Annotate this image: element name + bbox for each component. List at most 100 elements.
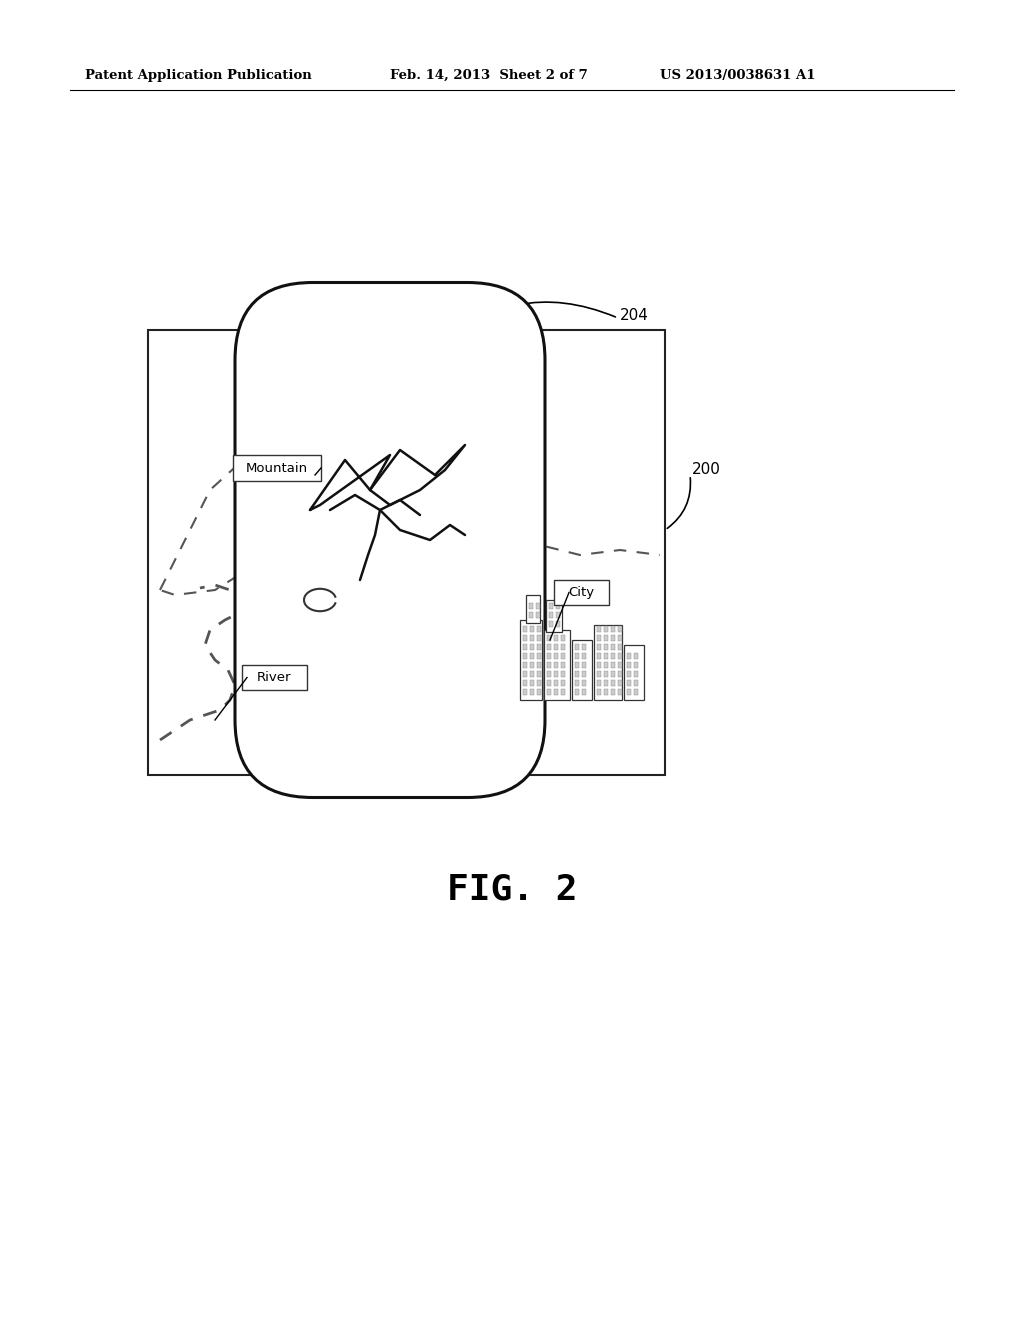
Bar	[549, 612, 553, 618]
Bar	[618, 663, 622, 668]
Bar	[523, 626, 527, 632]
Bar	[561, 653, 565, 659]
Bar	[597, 653, 601, 659]
Text: FIG. 2: FIG. 2	[446, 873, 578, 907]
Text: 204: 204	[620, 308, 649, 322]
Bar	[529, 612, 534, 618]
Bar	[611, 663, 615, 668]
Bar	[537, 653, 541, 659]
Bar	[530, 680, 534, 686]
Bar	[561, 689, 565, 696]
Bar	[611, 689, 615, 696]
Bar	[549, 603, 553, 609]
Bar	[544, 630, 570, 700]
Bar	[604, 671, 608, 677]
Bar	[634, 653, 638, 659]
Bar	[575, 644, 579, 649]
Bar	[556, 620, 560, 627]
Bar	[634, 663, 638, 668]
Bar	[597, 626, 601, 632]
Bar	[611, 635, 615, 642]
Bar	[618, 626, 622, 632]
Bar	[148, 330, 665, 775]
Bar	[547, 689, 551, 696]
Bar	[604, 689, 608, 696]
Bar	[554, 579, 609, 605]
FancyBboxPatch shape	[234, 282, 545, 797]
Bar	[537, 626, 541, 632]
Bar	[618, 653, 622, 659]
Bar	[556, 612, 560, 618]
Bar	[582, 689, 586, 696]
Bar	[604, 653, 608, 659]
Bar	[530, 626, 534, 632]
Bar	[536, 612, 540, 618]
Bar	[561, 663, 565, 668]
Text: 200: 200	[692, 462, 721, 478]
Bar	[547, 680, 551, 686]
Bar	[537, 644, 541, 649]
Bar	[597, 689, 601, 696]
Text: Patent Application Publication: Patent Application Publication	[85, 69, 311, 82]
Bar	[520, 620, 542, 700]
Bar	[611, 626, 615, 632]
Bar	[537, 680, 541, 686]
Bar	[530, 653, 534, 659]
Bar	[561, 635, 565, 642]
Bar	[618, 635, 622, 642]
Bar	[554, 663, 558, 668]
Bar	[537, 689, 541, 696]
Bar	[547, 663, 551, 668]
Bar	[611, 680, 615, 686]
Bar	[618, 671, 622, 677]
Bar	[554, 653, 558, 659]
Bar	[530, 671, 534, 677]
Bar	[546, 601, 562, 632]
Bar	[530, 689, 534, 696]
Bar	[537, 671, 541, 677]
Bar	[523, 644, 527, 649]
Bar	[561, 680, 565, 686]
Text: River: River	[257, 671, 292, 684]
Bar	[526, 595, 540, 623]
Bar	[582, 663, 586, 668]
Bar	[523, 653, 527, 659]
Bar	[634, 680, 638, 686]
Bar	[530, 663, 534, 668]
Bar	[523, 635, 527, 642]
Bar	[582, 653, 586, 659]
Bar	[604, 635, 608, 642]
Bar	[597, 671, 601, 677]
Bar	[530, 635, 534, 642]
Bar	[523, 663, 527, 668]
Bar	[634, 671, 638, 677]
Bar	[618, 644, 622, 649]
Bar	[597, 635, 601, 642]
Bar	[554, 680, 558, 686]
Bar	[556, 603, 560, 609]
Text: US 2013/0038631 A1: US 2013/0038631 A1	[660, 69, 815, 82]
Bar	[554, 644, 558, 649]
Bar	[618, 680, 622, 686]
Bar	[554, 635, 558, 642]
Bar	[597, 644, 601, 649]
Bar	[547, 644, 551, 649]
Bar	[554, 689, 558, 696]
Bar	[537, 663, 541, 668]
Bar	[530, 644, 534, 649]
Bar	[627, 671, 631, 677]
Text: Feb. 14, 2013  Sheet 2 of 7: Feb. 14, 2013 Sheet 2 of 7	[390, 69, 588, 82]
Bar	[604, 644, 608, 649]
Bar	[594, 624, 622, 700]
Bar	[547, 653, 551, 659]
Text: Mountain: Mountain	[246, 462, 308, 474]
Bar	[561, 644, 565, 649]
Bar	[242, 665, 307, 690]
Bar	[575, 653, 579, 659]
Bar	[627, 680, 631, 686]
Bar	[575, 663, 579, 668]
Bar	[572, 640, 592, 700]
Bar	[575, 689, 579, 696]
Bar	[627, 689, 631, 696]
Bar	[597, 663, 601, 668]
